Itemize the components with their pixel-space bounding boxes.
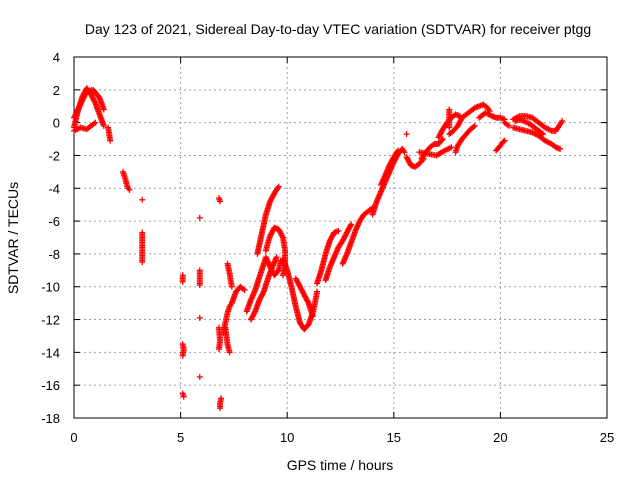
y-tick-label: -12 bbox=[41, 313, 60, 328]
data-point bbox=[180, 393, 187, 400]
x-tick-label: 15 bbox=[387, 430, 401, 445]
data-point bbox=[196, 373, 203, 380]
data-point bbox=[500, 138, 507, 145]
x-tick-label: 10 bbox=[280, 430, 294, 445]
y-tick-label: -10 bbox=[41, 280, 60, 295]
data-point bbox=[196, 214, 203, 221]
data-point bbox=[471, 122, 478, 129]
data-point bbox=[139, 259, 146, 266]
data-point bbox=[179, 352, 186, 359]
data-point bbox=[448, 144, 455, 151]
y-tick-label: -8 bbox=[48, 247, 60, 262]
y-tick-label: 2 bbox=[53, 83, 60, 98]
grid bbox=[74, 57, 607, 418]
data-point bbox=[226, 349, 233, 356]
data-point bbox=[179, 278, 186, 285]
y-tick-label: 0 bbox=[53, 116, 60, 131]
y-tick-label: -2 bbox=[48, 148, 60, 163]
x-tick-label: 0 bbox=[70, 430, 77, 445]
data-point bbox=[241, 287, 248, 294]
data-point bbox=[395, 147, 402, 154]
y-axis-label: SDTVAR / TECUs bbox=[5, 182, 21, 294]
data-point bbox=[196, 314, 203, 321]
data-point bbox=[335, 227, 342, 234]
data-point bbox=[505, 122, 512, 129]
data-point bbox=[557, 145, 564, 152]
data-point bbox=[215, 346, 222, 353]
data-point bbox=[217, 405, 224, 412]
y-tick-label: -14 bbox=[41, 345, 60, 360]
data-point bbox=[274, 184, 281, 191]
data-point bbox=[348, 221, 355, 228]
data-point bbox=[100, 122, 107, 129]
data-point bbox=[559, 117, 566, 124]
data-point bbox=[401, 149, 408, 156]
data-point bbox=[403, 131, 410, 138]
x-axis-label: GPS time / hours bbox=[287, 457, 394, 473]
data-point bbox=[100, 106, 107, 113]
y-tick-label: 4 bbox=[53, 50, 60, 65]
data-point bbox=[273, 254, 280, 261]
data-point bbox=[228, 283, 235, 290]
y-tick-label: -16 bbox=[41, 378, 60, 393]
y-tick-label: -6 bbox=[48, 214, 60, 229]
data-point bbox=[501, 137, 508, 144]
data-point bbox=[314, 288, 321, 295]
data-point bbox=[309, 313, 316, 320]
data-point bbox=[438, 137, 445, 144]
data-point bbox=[217, 198, 224, 205]
data-point bbox=[92, 119, 99, 126]
axes: 0 5 10 15 20 25 -18 -16 -14 -12 -10 -8 -6 -4 -2 0 2 4 bbox=[41, 50, 614, 445]
data-point bbox=[446, 124, 453, 131]
data-point bbox=[439, 136, 446, 143]
x-tick-label: 5 bbox=[177, 430, 184, 445]
data-point bbox=[139, 196, 146, 203]
data-point bbox=[540, 131, 547, 138]
data-point bbox=[126, 186, 133, 193]
data-point bbox=[394, 148, 401, 155]
x-tick-label: 20 bbox=[493, 430, 507, 445]
chart-title: Day 123 of 2021, Sidereal Day-to-day VTE… bbox=[85, 21, 591, 37]
y-tick-label: -18 bbox=[41, 411, 60, 426]
x-tick-label: 25 bbox=[600, 430, 614, 445]
data-point bbox=[279, 272, 286, 279]
data-point bbox=[107, 137, 114, 144]
data-point bbox=[275, 183, 282, 190]
data-points bbox=[71, 85, 566, 412]
data-point bbox=[196, 282, 203, 289]
data-point bbox=[538, 130, 545, 137]
y-tick-label: -4 bbox=[48, 181, 60, 196]
plot-border bbox=[73, 56, 608, 419]
